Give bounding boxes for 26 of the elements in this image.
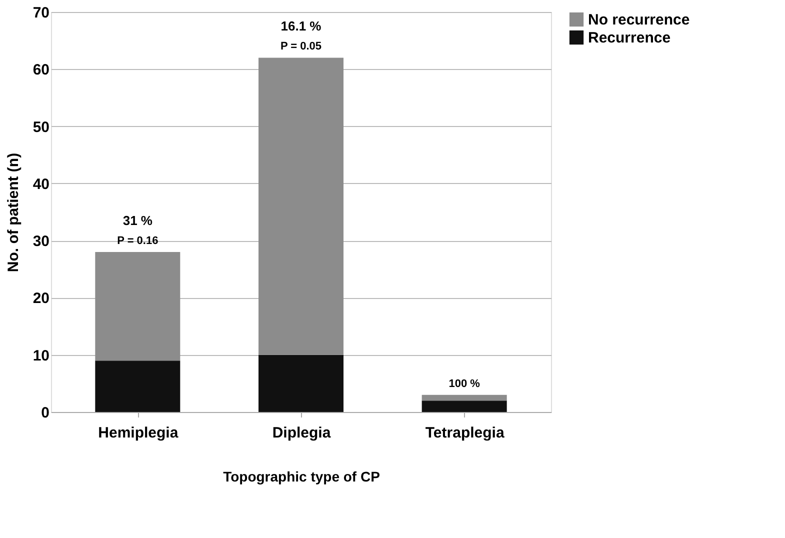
- bar: [422, 400, 507, 412]
- y-tick-label: 20: [32, 290, 50, 308]
- legend-label: No recurrence: [588, 12, 690, 28]
- y-tick-label: 50: [32, 118, 50, 136]
- annotation: 31 %: [122, 213, 153, 228]
- x-tick-label: Tetraplegia: [425, 424, 505, 442]
- y-tick-label: 10: [32, 347, 50, 364]
- annotation: 16.1 %: [280, 18, 322, 34]
- y-tick-label: 40: [32, 176, 50, 193]
- y-tick-label: 70: [32, 4, 50, 22]
- y-axis-title: No. of patient (n): [4, 152, 22, 272]
- annotation: 100 %: [448, 378, 480, 390]
- x-axis-title: Topographic type of CP: [223, 468, 380, 484]
- y-tick-label: 60: [32, 62, 50, 79]
- bar: [258, 354, 344, 412]
- bar: [258, 58, 344, 355]
- annotation: P = 0.16: [117, 235, 158, 247]
- bar: [95, 360, 180, 412]
- y-tick-label: 30: [32, 233, 50, 250]
- bar: [422, 394, 507, 401]
- y-tick-label: 0: [41, 404, 50, 422]
- annotation: P = 0.05: [280, 40, 322, 53]
- legend-label: Recurrence: [588, 30, 671, 46]
- bar: [95, 252, 180, 361]
- x-tick-label: Hemiplegia: [98, 424, 179, 442]
- x-tick-label: Diplegia: [272, 424, 332, 442]
